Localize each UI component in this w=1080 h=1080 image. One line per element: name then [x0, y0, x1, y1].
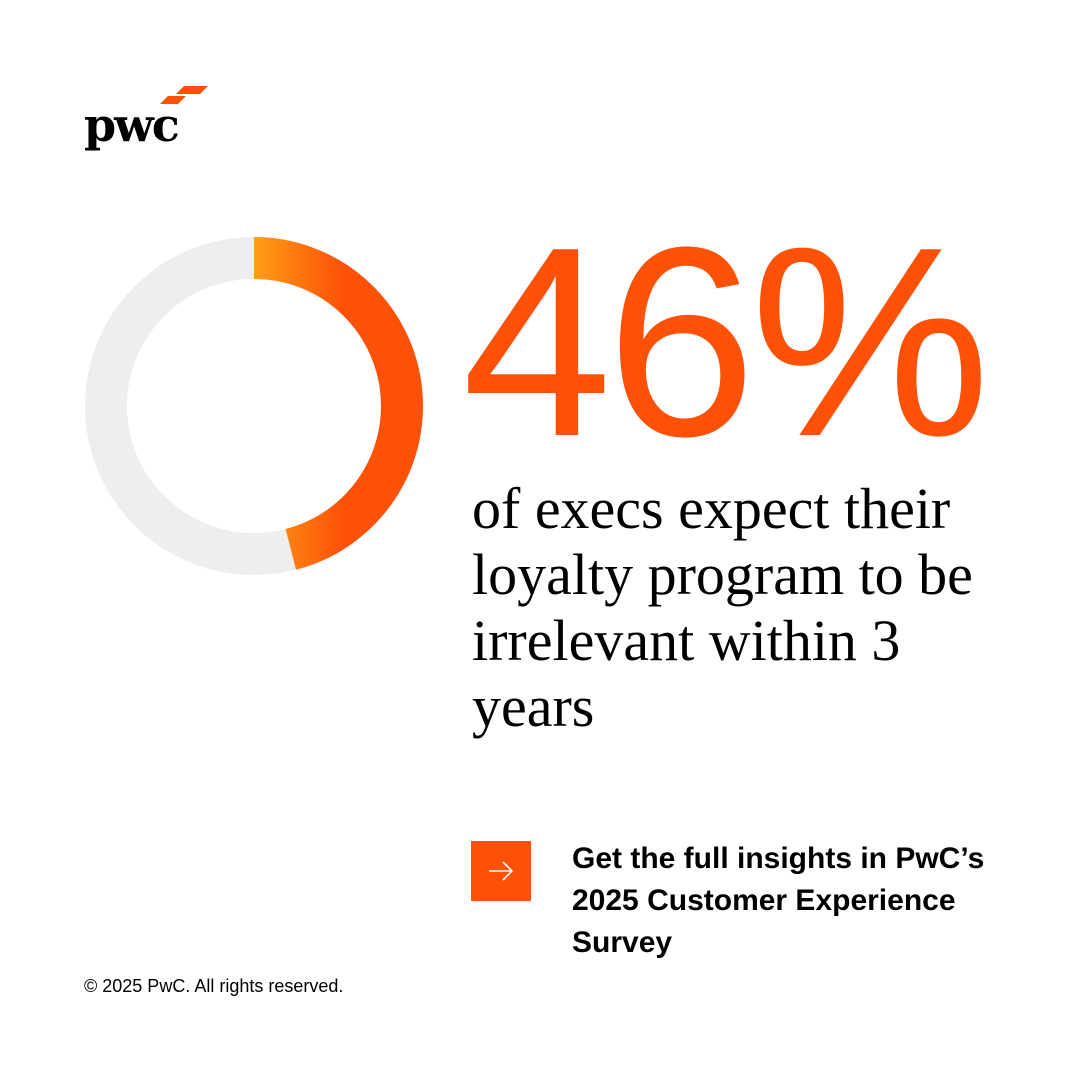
donut-chart	[85, 237, 423, 575]
cta-arrow-button[interactable]	[471, 841, 531, 901]
pwc-logo: pwc	[84, 84, 214, 148]
donut-value-segment	[253, 237, 423, 570]
stat-description: of execs expect their loyalty program to…	[472, 476, 973, 739]
copyright-text: © 2025 PwC. All rights reserved.	[84, 976, 344, 996]
arrow-right-icon	[489, 861, 514, 881]
stat-value: 46%	[462, 192, 990, 493]
logo-wordmark: pwc	[84, 98, 180, 152]
logo-bars-icon	[160, 86, 208, 104]
cta-link[interactable]: Get the full insights in PwC’s 2025 Cust…	[572, 842, 985, 959]
